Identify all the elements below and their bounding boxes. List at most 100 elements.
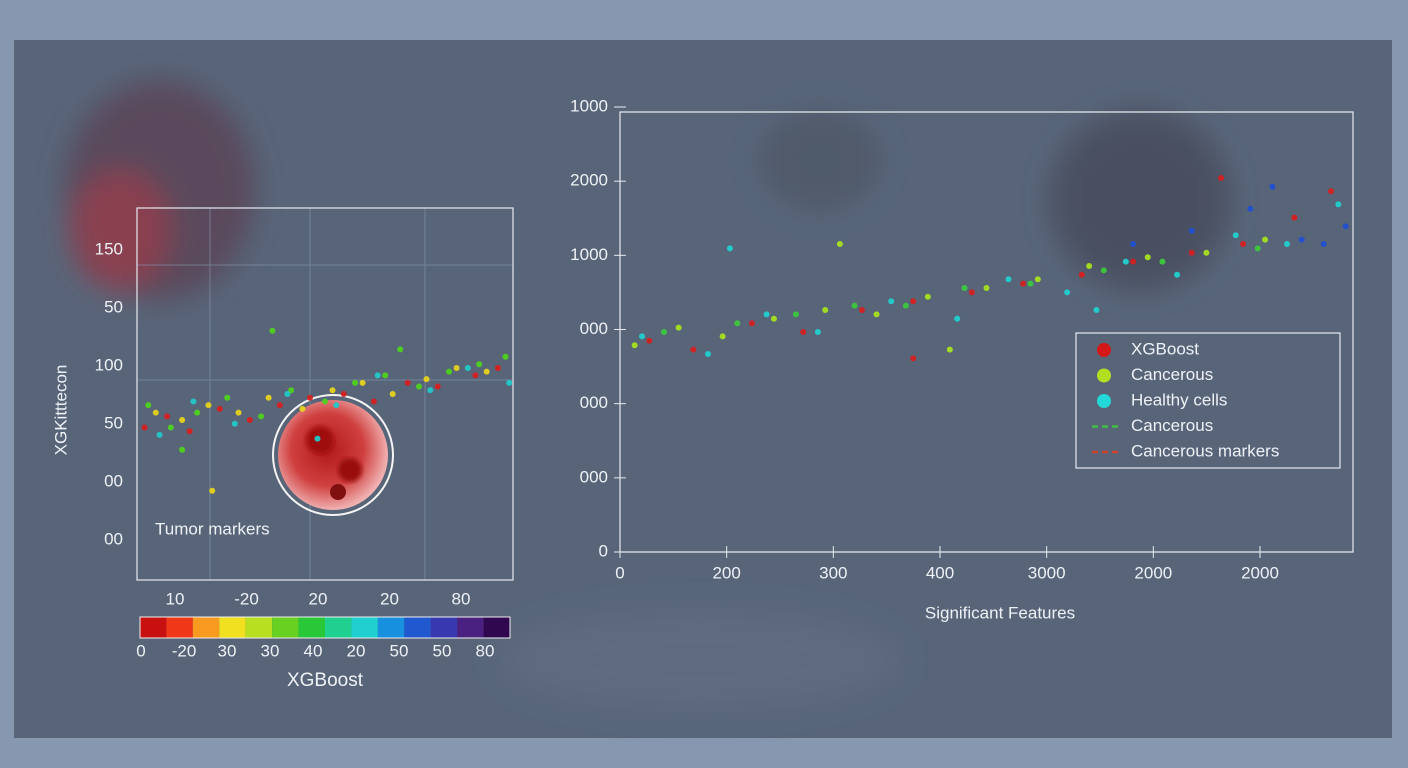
point: [1020, 280, 1027, 287]
point: [1247, 205, 1254, 212]
legend-marker: [1097, 394, 1111, 408]
point: [1159, 258, 1166, 265]
legend-box: [1075, 332, 1341, 469]
colorbar-label: 30: [218, 641, 237, 660]
y-tick-label: 2000: [570, 171, 608, 190]
point: [1240, 241, 1247, 247]
point: [968, 289, 975, 296]
colorbar-cell: [245, 617, 273, 638]
point: [329, 387, 336, 394]
x-tick-label: 200: [712, 563, 740, 582]
colorbar-cell: [430, 617, 458, 638]
point: [374, 372, 381, 379]
point: [205, 402, 212, 409]
y-tick-label: 50: [104, 413, 123, 432]
colorbar-label: -20: [172, 641, 197, 660]
point: [164, 413, 171, 420]
point: [382, 372, 389, 379]
point: [1027, 280, 1034, 287]
point: [167, 424, 174, 431]
x-tick-label: 2000: [1134, 563, 1172, 582]
x-tick-label: 0: [615, 563, 624, 582]
point: [446, 368, 453, 375]
point: [269, 327, 276, 334]
point: [288, 387, 295, 394]
point: [873, 311, 880, 318]
point: [748, 320, 755, 327]
point: [1218, 175, 1225, 181]
point: [322, 398, 328, 405]
point: [1298, 236, 1305, 243]
point: [472, 372, 479, 379]
left-grid: [137, 208, 513, 580]
point: [1086, 263, 1093, 269]
point: [1291, 214, 1298, 221]
point: [502, 353, 509, 360]
colorbar-cell: [351, 617, 378, 638]
x-tick-label: 400: [926, 563, 954, 582]
point: [1130, 241, 1137, 247]
point: [792, 311, 799, 318]
legend-label: XGBoost: [1131, 339, 1199, 358]
point: [224, 394, 231, 401]
point: [1262, 236, 1269, 243]
point: [1100, 267, 1107, 274]
point: [851, 302, 858, 309]
point: [333, 402, 340, 409]
point: [179, 446, 186, 453]
point: [961, 285, 968, 291]
point: [726, 245, 733, 252]
point: [306, 394, 313, 401]
annotation: Tumor markers: [155, 519, 270, 538]
y-tick-label: 150: [95, 239, 123, 258]
background-cells: [65, 80, 1230, 710]
point: [1328, 188, 1335, 195]
point: [675, 324, 682, 331]
point: [1320, 241, 1327, 247]
point: [814, 329, 821, 335]
point: [416, 383, 422, 390]
point: [194, 409, 201, 416]
point: [719, 333, 726, 340]
point: [145, 402, 152, 409]
colorbar-cell: [166, 617, 193, 638]
colorbar-label: 20: [347, 641, 366, 660]
point: [1188, 249, 1195, 256]
tumor-cell: [272, 394, 394, 516]
point: [660, 329, 667, 335]
point: [476, 361, 483, 368]
point: [1078, 271, 1085, 278]
point: [924, 293, 931, 300]
point: [631, 342, 638, 349]
x-tick-label: 300: [819, 563, 847, 582]
point: [1203, 249, 1210, 256]
point: [494, 364, 501, 371]
point: [156, 431, 163, 438]
legend-label: Healthy cells: [1131, 390, 1227, 409]
point: [888, 298, 895, 305]
point: [1188, 227, 1195, 234]
point: [352, 379, 359, 386]
point: [141, 424, 148, 431]
legend-label: Cancerous: [1131, 416, 1213, 435]
point: [423, 376, 430, 383]
point: [314, 435, 321, 442]
point: [246, 417, 253, 424]
point: [1232, 232, 1239, 239]
point: [910, 298, 917, 305]
colorbar-cell: [272, 617, 299, 638]
point: [299, 405, 306, 412]
point: [704, 351, 711, 357]
point: [370, 398, 377, 405]
x-tick-label: 20: [380, 589, 399, 608]
point: [690, 346, 697, 353]
colorbar-label: 80: [476, 641, 495, 660]
colorbar-cell: [377, 617, 405, 638]
legend-marker: [1097, 368, 1111, 383]
colorbar-label: 50: [433, 641, 452, 660]
point: [404, 379, 411, 386]
point: [800, 329, 807, 335]
y-tick-label: 0: [599, 541, 608, 560]
